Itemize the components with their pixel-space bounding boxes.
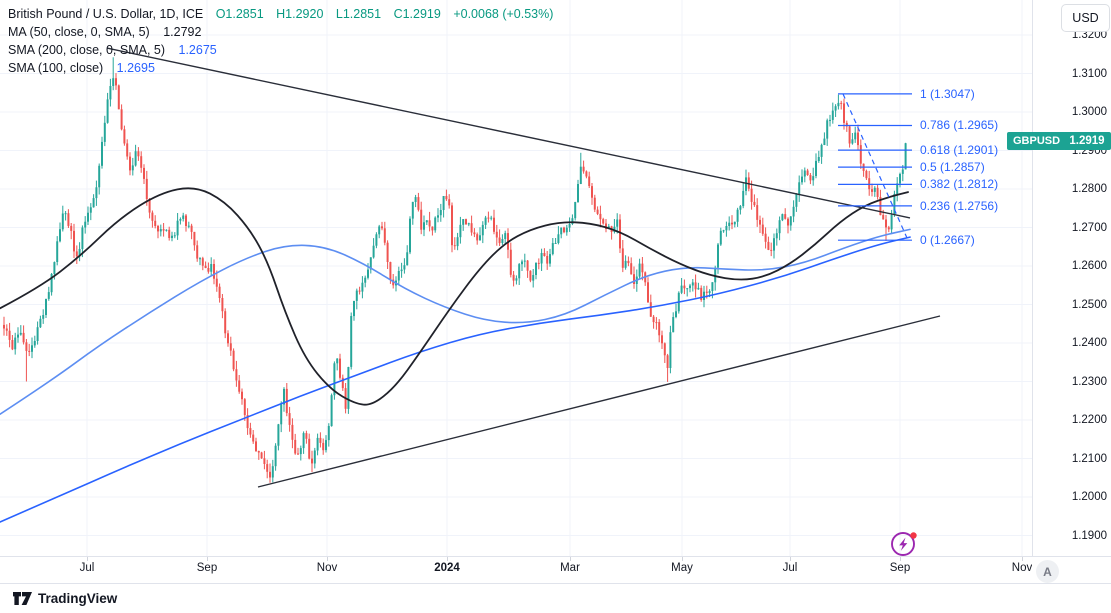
ascending-trendline[interactable]: [257, 315, 941, 488]
time-axis-tick: [207, 557, 208, 561]
overlay-sma-100: [0, 228, 911, 415]
price-label-value: 1.2919: [1063, 132, 1111, 150]
tradingview-logo-icon: [12, 591, 33, 606]
auto-scale-badge[interactable]: A: [1036, 560, 1059, 583]
indicator-row-sma200[interactable]: SMA (200, close, 0, SMA, 5) 1.2675: [8, 41, 553, 59]
time-axis-label: Nov: [1011, 562, 1032, 574]
price-axis-label: 1.2700: [1071, 221, 1107, 234]
time-axis-tick: [900, 557, 901, 561]
time-axis-label: May: [671, 562, 693, 574]
price-axis-label: 1.2300: [1071, 375, 1107, 388]
price-axis-label: 1.2400: [1071, 337, 1107, 349]
symbol-legend-row[interactable]: British Pound / U.S. Dollar, 1D, ICE O1.…: [8, 5, 553, 23]
ohlc-high: H1.2920: [276, 7, 324, 21]
fib-retracement[interactable]: [838, 93, 912, 241]
time-axis-label: Jul: [79, 562, 95, 574]
price-axis-label: 1.3100: [1071, 67, 1107, 80]
footer-bar: TradingView: [0, 584, 1111, 613]
indicator-row-ma50[interactable]: MA (50, close, 0, SMA, 5) 1.2792: [8, 23, 553, 41]
ohlc-open: O1.2851: [215, 7, 264, 21]
time-axis-label: Sep: [889, 562, 911, 574]
time-axis-tick: [1022, 557, 1023, 561]
overlay-ma-50: [0, 187, 909, 406]
indicator-label: MA (50, close, 0, SMA, 5): [8, 25, 150, 39]
price-axis-label: 1.2000: [1071, 491, 1107, 503]
time-axis-tick: [682, 557, 683, 561]
time-axis-border: [0, 556, 1111, 557]
tradingview-logo[interactable]: TradingView: [12, 591, 117, 606]
descending-trendline[interactable]: [106, 47, 911, 219]
overlay-sma-200: [0, 236, 911, 523]
indicator-label: SMA (200, close, 0, SMA, 5): [8, 43, 166, 57]
indicator-value: 1.2695: [116, 61, 155, 75]
time-axis-label: Mar: [560, 562, 580, 574]
chart-canvas[interactable]: [0, 0, 1032, 556]
tradingview-logo-text: TradingView: [38, 591, 118, 606]
ohlc-low: L1.2851: [335, 7, 382, 21]
price-axis-label: 1.1900: [1071, 529, 1107, 542]
time-axis-tick: [447, 557, 448, 561]
price-axis-label: 1.3200: [1071, 29, 1107, 41]
ohlc-close: C1.2919: [393, 7, 441, 21]
time-axis-tick: [327, 557, 328, 561]
time-axis-label: Jul: [782, 562, 798, 574]
time-axis-tick: [790, 557, 791, 561]
time-axis-label: 2024: [434, 562, 460, 574]
indicator-value: 1.2792: [163, 25, 202, 39]
price-axis-label: 1.2100: [1071, 452, 1107, 465]
time-axis-label: Sep: [196, 562, 218, 574]
candlestick-series: [3, 57, 907, 483]
time-axis-tick: [570, 557, 571, 561]
price-axis-label: 1.2200: [1071, 414, 1107, 426]
grid: [0, 0, 1032, 556]
chart-legend: British Pound / U.S. Dollar, 1D, ICE O1.…: [8, 5, 553, 77]
indicator-row-sma100[interactable]: SMA (100, close) 1.2695: [8, 59, 553, 77]
price-change: +0.0068 (+0.53%): [453, 7, 554, 21]
footer-border: [0, 583, 1111, 584]
lightning-alert-button[interactable]: [889, 529, 919, 559]
indicator-value: 1.2675: [178, 43, 217, 57]
price-axis-label: 1.2800: [1071, 183, 1107, 195]
indicator-label: SMA (100, close): [8, 61, 104, 75]
time-axis[interactable]: Jul Sep Nov 2024 Mar May Jul Sep Nov: [0, 557, 1032, 583]
price-label-symbol: GBPUSD: [1007, 132, 1067, 150]
currency-toggle-button[interactable]: USD: [1061, 4, 1110, 32]
price-axis-label: 1.3000: [1071, 106, 1107, 118]
price-axis-label: 1.2500: [1071, 298, 1107, 311]
price-axis-label: 1.2600: [1071, 260, 1107, 272]
time-axis-tick: [87, 557, 88, 561]
price-axis[interactable]: 1.3200 1.3100 1.3000 1.2900 1.2800 1.2700 1.26…: [1032, 0, 1111, 556]
time-axis-label: Nov: [316, 562, 338, 574]
symbol-title: British Pound / U.S. Dollar, 1D, ICE: [8, 7, 204, 21]
